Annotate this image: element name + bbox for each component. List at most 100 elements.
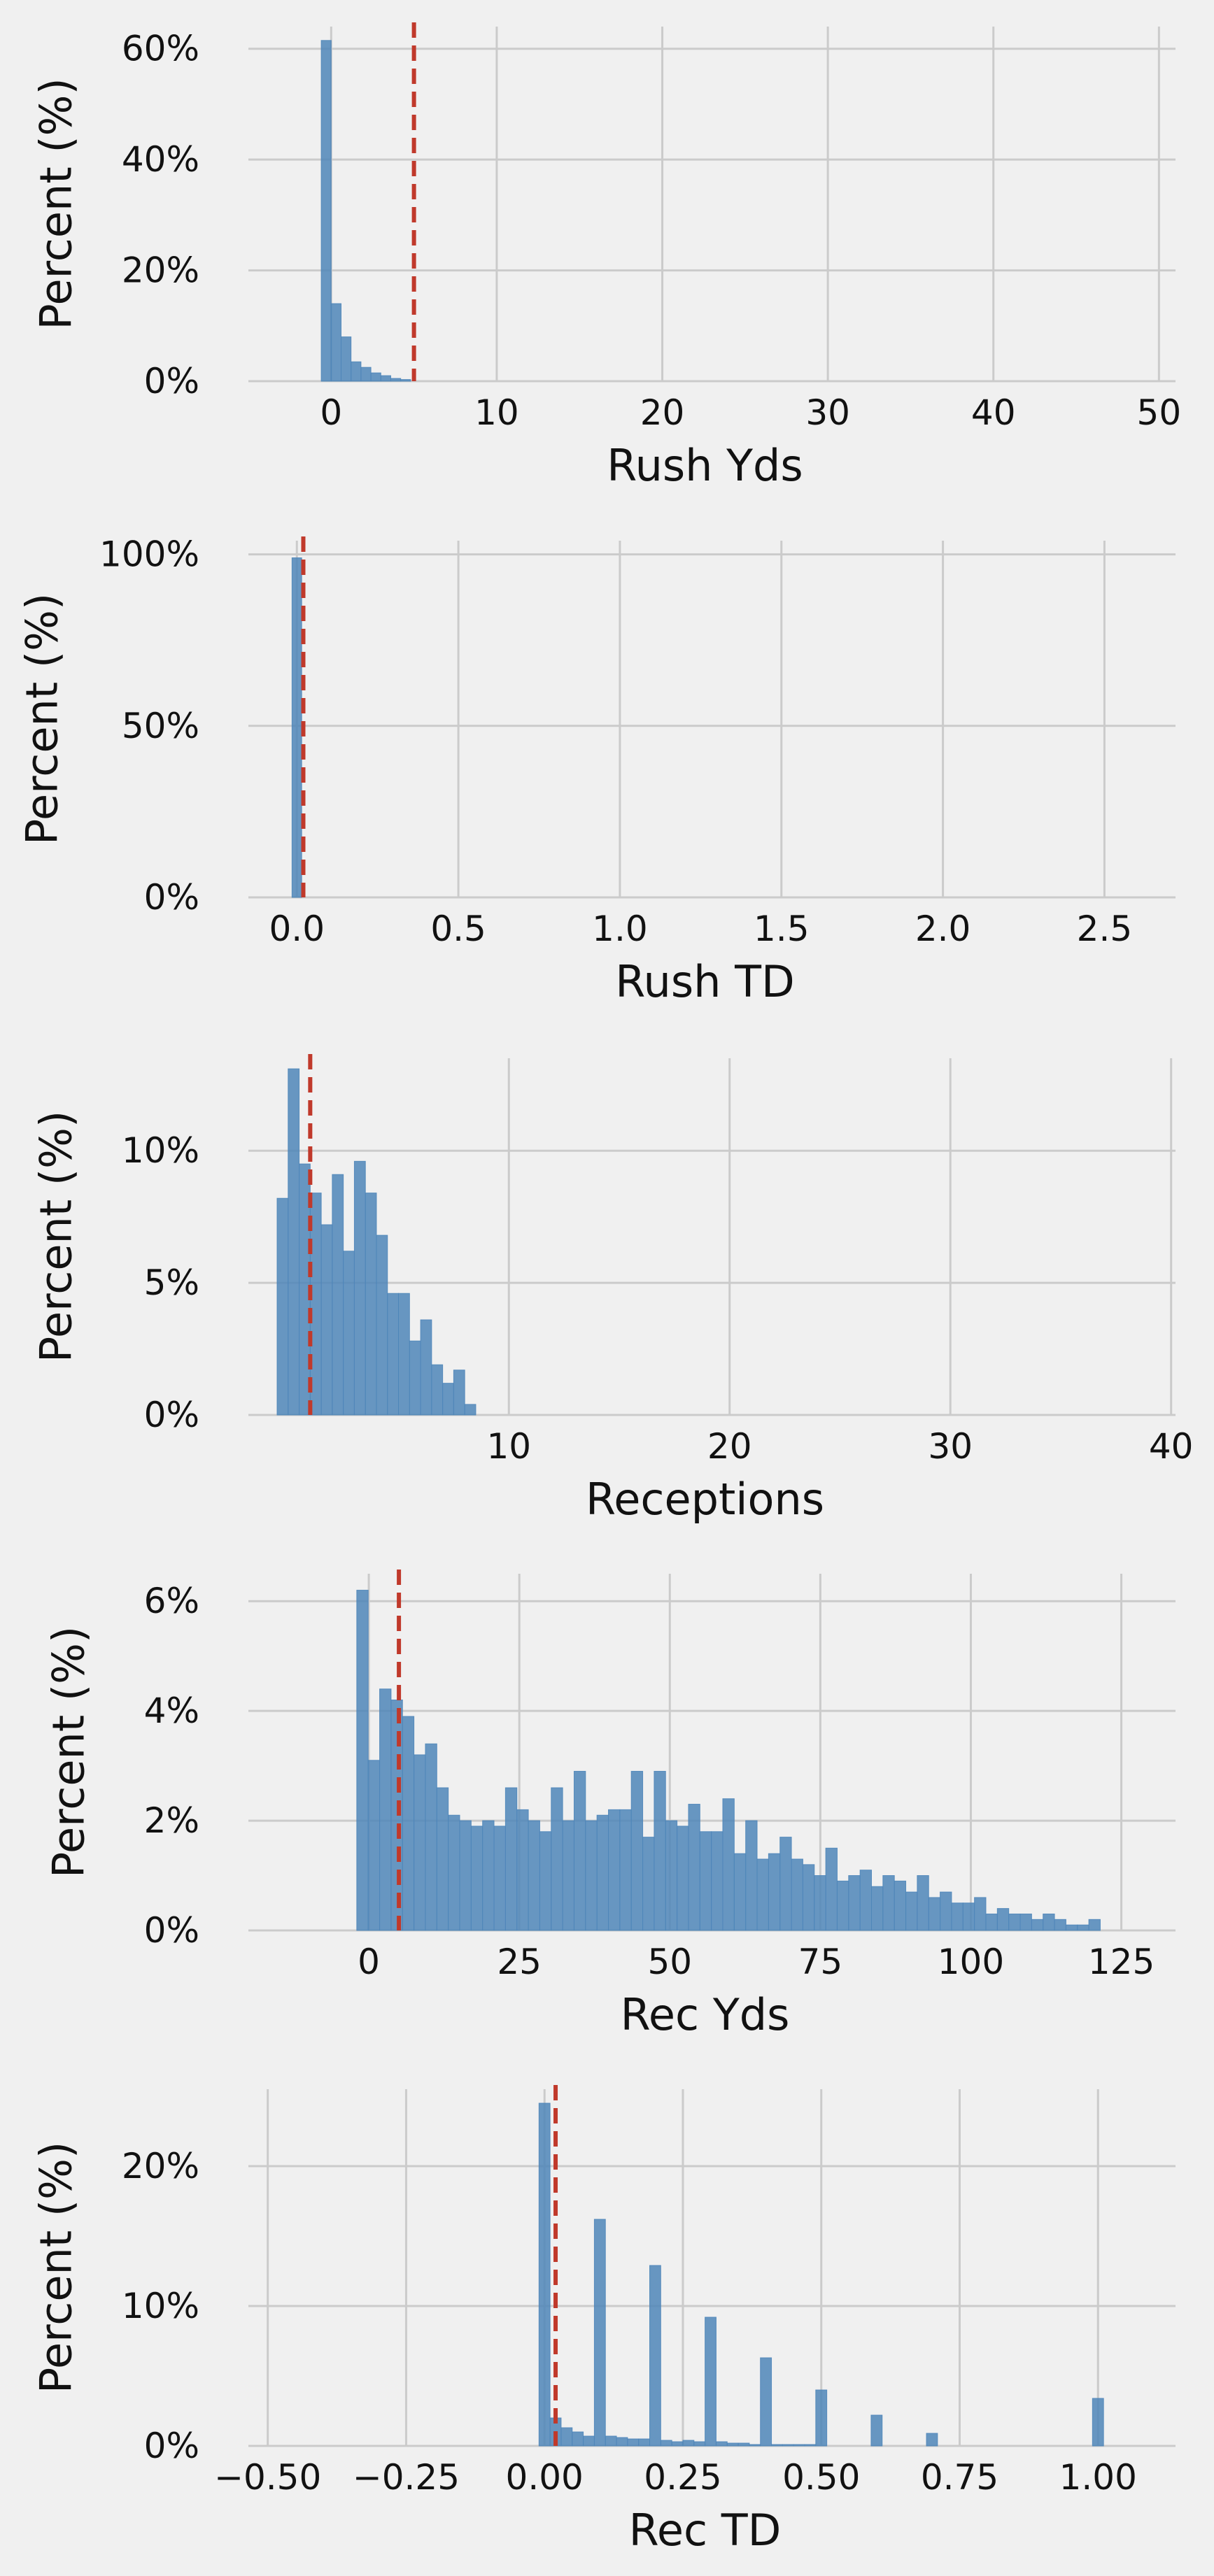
histogram-bar	[528, 1820, 540, 1931]
histogram-bar	[671, 2441, 684, 2447]
histogram-bar	[459, 1820, 472, 1931]
histogram-bar	[642, 1837, 655, 1931]
histogram-bar	[825, 1847, 838, 1931]
histogram-bar	[376, 1234, 388, 1416]
y-tick-label: 0%	[144, 877, 199, 918]
histogram-bar	[585, 1820, 598, 1931]
histogram-bar	[756, 1858, 769, 1931]
histogram-bar	[470, 1826, 484, 1931]
histogram-bar	[608, 1809, 621, 1931]
histogram-bar	[400, 379, 411, 382]
histogram-bar	[1031, 1919, 1044, 1931]
x-tick-label: 0.50	[782, 2457, 860, 2498]
histogram-bar	[616, 2437, 628, 2447]
y-tick-label: 4%	[144, 1691, 199, 1731]
histogram-bar	[573, 1770, 586, 1931]
histogram-bar	[482, 1820, 495, 1931]
histogram-bar	[420, 1319, 432, 1416]
histogram-bar	[1092, 2398, 1104, 2447]
histogram-bar	[538, 2102, 551, 2447]
histogram-bar	[660, 2440, 672, 2447]
histogram-bar	[276, 1197, 289, 1416]
histogram-bar	[859, 1870, 873, 1931]
y-tick-label: 50%	[122, 706, 199, 746]
x-tick-label: 50	[1137, 392, 1182, 433]
histogram-bar	[745, 1820, 758, 1931]
x-axis-label: Rec Yds	[621, 1989, 790, 2040]
histogram-bar	[870, 2414, 883, 2447]
x-tick-label: 2.0	[915, 909, 971, 949]
histogram-bar	[871, 1886, 884, 1931]
x-tick-label: 40	[1149, 1426, 1194, 1467]
histogram-bar	[760, 2357, 772, 2447]
histogram-bar	[917, 1875, 929, 1931]
histogram-bar	[365, 1193, 377, 1416]
histogram-bar	[926, 2433, 938, 2447]
y-tick-label: 0%	[144, 1395, 199, 1435]
y-tick-label: 60%	[122, 29, 199, 69]
histogram-bar	[593, 2219, 606, 2447]
y-tick-label: 20%	[122, 2146, 199, 2186]
x-tick-label: 50	[647, 1942, 692, 1982]
histogram-bar	[516, 1809, 529, 1931]
histogram-bar	[682, 2440, 695, 2447]
histogram-bar	[836, 1880, 849, 1931]
histogram-bar	[649, 2265, 661, 2447]
histogram-bar	[815, 2389, 828, 2447]
y-tick-label: 40%	[122, 139, 199, 180]
histogram-bar	[320, 1224, 333, 1416]
y-tick-label: 0%	[144, 1910, 199, 1951]
histogram-bar	[951, 1902, 964, 1931]
x-tick-label: 1.5	[754, 909, 810, 949]
histogram-bar	[733, 1853, 747, 1931]
histogram-bar	[448, 1814, 460, 1931]
histogram-bar	[360, 367, 372, 382]
histogram-bar	[431, 1364, 444, 1416]
x-axis-label: Receptions	[586, 1474, 824, 1525]
x-tick-label: 1.0	[592, 909, 648, 949]
subplot-2: 0.0 0.5 1.0 1.5 2.0 2.5 0% 50% 100% Rush TD Percen…	[17, 534, 1176, 1007]
histogram-bar	[390, 378, 402, 382]
x-tick-label: 2.5	[1077, 909, 1133, 949]
histogram-bar	[905, 1891, 918, 1931]
histogram-bar	[705, 2317, 717, 2447]
x-tick-label: −0.25	[353, 2457, 460, 2498]
y-axis-label: Percent (%)	[17, 593, 68, 845]
x-tick-label: 0.0	[269, 909, 325, 949]
histogram-bar	[814, 1875, 826, 1931]
histogram-bar	[711, 1831, 724, 1931]
histogram-bar	[749, 2444, 761, 2447]
y-tick-label: 2%	[144, 1800, 199, 1841]
histogram-bar	[791, 1858, 803, 1931]
x-tick-label: 10	[486, 1426, 531, 1467]
histogram-bar	[779, 1837, 792, 1931]
histogram-bar	[539, 1831, 552, 1931]
histogram-bar	[562, 1820, 574, 1931]
x-tick-label: 25	[497, 1942, 542, 1982]
histogram-bar	[715, 2441, 728, 2447]
histogram-bar	[425, 1743, 437, 1931]
y-axis-label: Percent (%)	[31, 2142, 82, 2393]
histogram-bar	[367, 1760, 381, 1931]
x-tick-label: 0	[320, 392, 342, 433]
histogram-bar	[370, 372, 381, 382]
subplot-3: 10 20 30 40 0% 5% 10% Receptions Percent (%)	[31, 1054, 1194, 1525]
histogram-bar	[291, 557, 302, 898]
histogram-bar	[693, 2441, 706, 2447]
histogram-bar	[351, 361, 362, 382]
histogram-bar	[560, 2427, 573, 2447]
histogram-bar	[596, 1814, 609, 1931]
x-tick-label: 75	[798, 1942, 843, 1982]
subplot-4: 0 25 50 75 100 125 0% 2% 4% 6% Rec Yds Percent (%)	[43, 1570, 1176, 2040]
histogram-bar	[699, 1831, 712, 1931]
histogram-bar	[493, 1826, 506, 1931]
y-axis-label: Percent (%)	[31, 78, 82, 329]
x-tick-label: 0.75	[921, 2457, 998, 2498]
histogram-bar	[436, 1787, 449, 1931]
subplot-1: 0 10 20 30 40 50 0% 20% 40% 60% Rush Yds Percent (%…	[31, 22, 1181, 491]
histogram-bar	[737, 2442, 750, 2447]
x-axis-label: Rush TD	[615, 956, 795, 1007]
histogram-bar	[1043, 1913, 1055, 1931]
x-axis-label: Rush Yds	[607, 440, 803, 491]
x-tick-label: 30	[928, 1426, 973, 1467]
